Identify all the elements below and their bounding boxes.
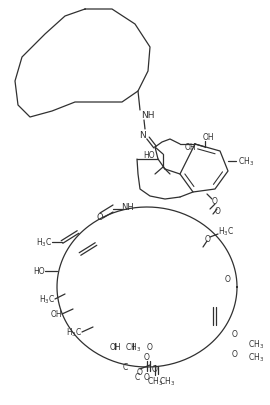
Text: CH$_3$: CH$_3$ <box>248 351 264 363</box>
Text: N: N <box>140 131 146 140</box>
Text: O: O <box>147 343 153 352</box>
Text: CH$_3$: CH$_3$ <box>238 156 254 168</box>
Text: H$_3$C: H$_3$C <box>218 225 234 238</box>
Text: O: O <box>144 373 150 382</box>
Text: CH$_3$: CH$_3$ <box>147 375 163 387</box>
Text: O: O <box>97 213 103 222</box>
Text: OH: OH <box>50 310 62 319</box>
Text: O: O <box>232 350 238 358</box>
Text: HO: HO <box>143 150 155 159</box>
Text: CH$_3$: CH$_3$ <box>125 341 141 354</box>
Text: O: O <box>225 275 231 284</box>
Text: OH: OH <box>202 133 214 142</box>
Text: O: O <box>152 364 158 373</box>
Text: O: O <box>144 353 150 362</box>
Text: O: O <box>137 368 143 377</box>
Text: C: C <box>134 373 140 382</box>
Text: CH$_3$: CH$_3$ <box>159 375 175 387</box>
Text: H$_3$C: H$_3$C <box>66 326 82 339</box>
Text: H$_3$C: H$_3$C <box>36 236 52 249</box>
Text: NH: NH <box>121 202 133 211</box>
Text: O: O <box>232 330 238 339</box>
Text: OH: OH <box>109 343 121 352</box>
Text: O: O <box>212 197 218 206</box>
Text: OH: OH <box>185 143 197 152</box>
Text: NH: NH <box>141 110 155 119</box>
Text: C: C <box>122 362 128 371</box>
Text: H$_3$C: H$_3$C <box>39 293 55 305</box>
Text: O: O <box>215 207 221 216</box>
Text: O: O <box>205 235 211 244</box>
Text: CH$_3$: CH$_3$ <box>248 338 264 350</box>
Text: HO: HO <box>33 267 45 276</box>
